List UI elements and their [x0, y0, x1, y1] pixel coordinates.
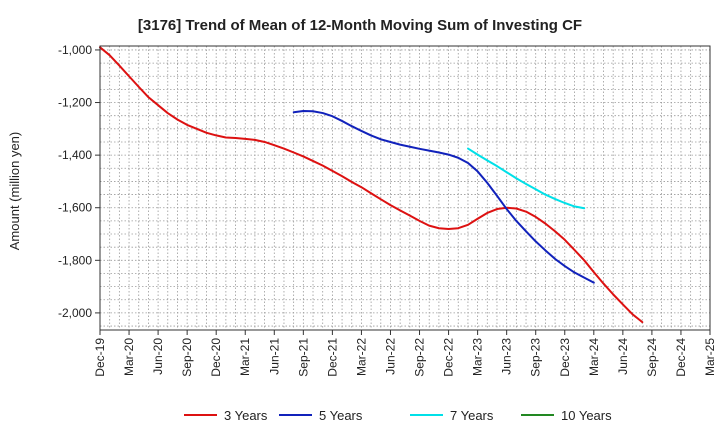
x-tick-label: Dec-23	[558, 338, 572, 377]
x-tick-label: Jun-20	[151, 338, 165, 375]
x-tick-label: Jun-21	[267, 338, 281, 375]
x-tick-label: Jun-23	[500, 338, 514, 375]
legend: 3 Years 5 Years 7 Years 10 Years	[184, 408, 612, 423]
y-tick-label: -2,000	[58, 306, 92, 320]
series-line-3-years	[99, 46, 644, 324]
x-tick-label: Dec-22	[442, 338, 456, 377]
x-tick-label: Dec-21	[325, 338, 339, 377]
y-axis-label: Amount (million yen)	[7, 132, 22, 251]
x-tick-label: Mar-22	[354, 338, 368, 376]
y-tick-label: -1,000	[58, 43, 92, 57]
x-axis-ticks: Dec-19 Mar-20 Jun-20 Sep-20 Dec-20 Mar-21 Jun-…	[93, 330, 717, 377]
x-tick-label: Sep-21	[296, 338, 310, 377]
x-tick-label: Jun-24	[616, 338, 630, 375]
legend-label: 10 Years	[561, 408, 612, 423]
x-tick-label: Sep-24	[645, 338, 659, 377]
x-tick-label: Jun-22	[383, 338, 397, 375]
x-tick-label: Mar-25	[703, 338, 717, 376]
grid-lines	[99, 46, 711, 330]
x-tick-label: Mar-21	[238, 338, 252, 376]
x-tick-label: Sep-22	[413, 338, 427, 377]
x-tick-label: Dec-24	[674, 338, 688, 377]
series-line-7-years	[467, 147, 586, 210]
x-tick-label: Mar-23	[471, 338, 485, 376]
x-tick-label: Dec-20	[209, 338, 223, 377]
series-lines	[99, 46, 644, 324]
plot-area-frame	[99, 45, 711, 331]
x-tick-label: Sep-20	[180, 338, 194, 377]
x-tick-label: Mar-24	[587, 338, 601, 376]
legend-label: 7 Years	[450, 408, 494, 423]
x-tick-label: Sep-23	[529, 338, 543, 377]
y-tick-label: -1,800	[58, 253, 92, 267]
legend-label: 5 Years	[319, 408, 363, 423]
legend-label: 3 Years	[224, 408, 268, 423]
x-tick-label: Mar-20	[122, 338, 136, 376]
x-tick-label: Dec-19	[93, 338, 107, 377]
series-line-5-years	[292, 109, 595, 284]
chart-title: [3176] Trend of Mean of 12-Month Moving …	[138, 17, 582, 34]
y-tick-label: -1,200	[58, 96, 92, 110]
y-tick-label: -1,400	[58, 148, 92, 162]
y-axis-ticks: -1,000 -1,200 -1,400 -1,600 -1,800 -2,000	[58, 43, 100, 320]
y-tick-label: -1,600	[58, 201, 92, 215]
